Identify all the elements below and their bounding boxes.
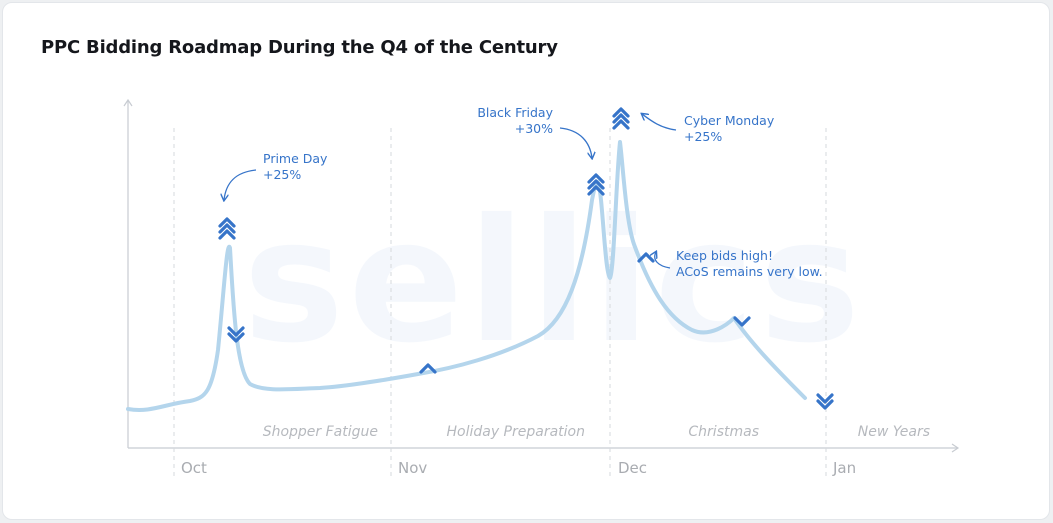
- bidding-curve: [126, 140, 807, 412]
- annotation-label: Keep bids high! ACoS remains very low.: [676, 248, 823, 279]
- y-axis-arrow: [123, 98, 133, 107]
- annotation-label: Prime Day +25%: [263, 151, 328, 182]
- annotation-label: Black Friday +30%: [477, 105, 553, 136]
- phase-label: Christmas: [688, 424, 759, 440]
- phase-label: New Years: [858, 424, 930, 440]
- chevron-up-icon: [419, 363, 437, 374]
- chevron-down-icon: [816, 393, 834, 410]
- chart-title: PPC Bidding Roadmap During the Q4 of the…: [41, 37, 558, 58]
- x-tick-label: Dec: [618, 459, 647, 477]
- phase-label: Shopper Fatigue: [263, 424, 378, 440]
- x-tick-label: Nov: [398, 459, 427, 477]
- annotation-pointer: [559, 127, 592, 158]
- phase-label: Holiday Preparation: [446, 424, 585, 440]
- annotation-pointer: [642, 114, 677, 131]
- x-tick-label: Oct: [181, 459, 207, 477]
- annotation-pointer: [655, 252, 671, 269]
- chevron-up-icon: [637, 252, 655, 263]
- annotation-label: Cyber Monday +25%: [684, 113, 775, 144]
- chevron-down-icon: [733, 316, 751, 327]
- chevron-up-icon: [587, 173, 605, 196]
- x-axis-arrow: [951, 443, 960, 453]
- chevron-down-icon: [227, 326, 245, 343]
- chevron-up-icon: [218, 217, 236, 240]
- chevron-up-icon: [612, 107, 630, 130]
- x-tick-label: Jan: [832, 459, 856, 477]
- annotation-pointer: [224, 169, 257, 200]
